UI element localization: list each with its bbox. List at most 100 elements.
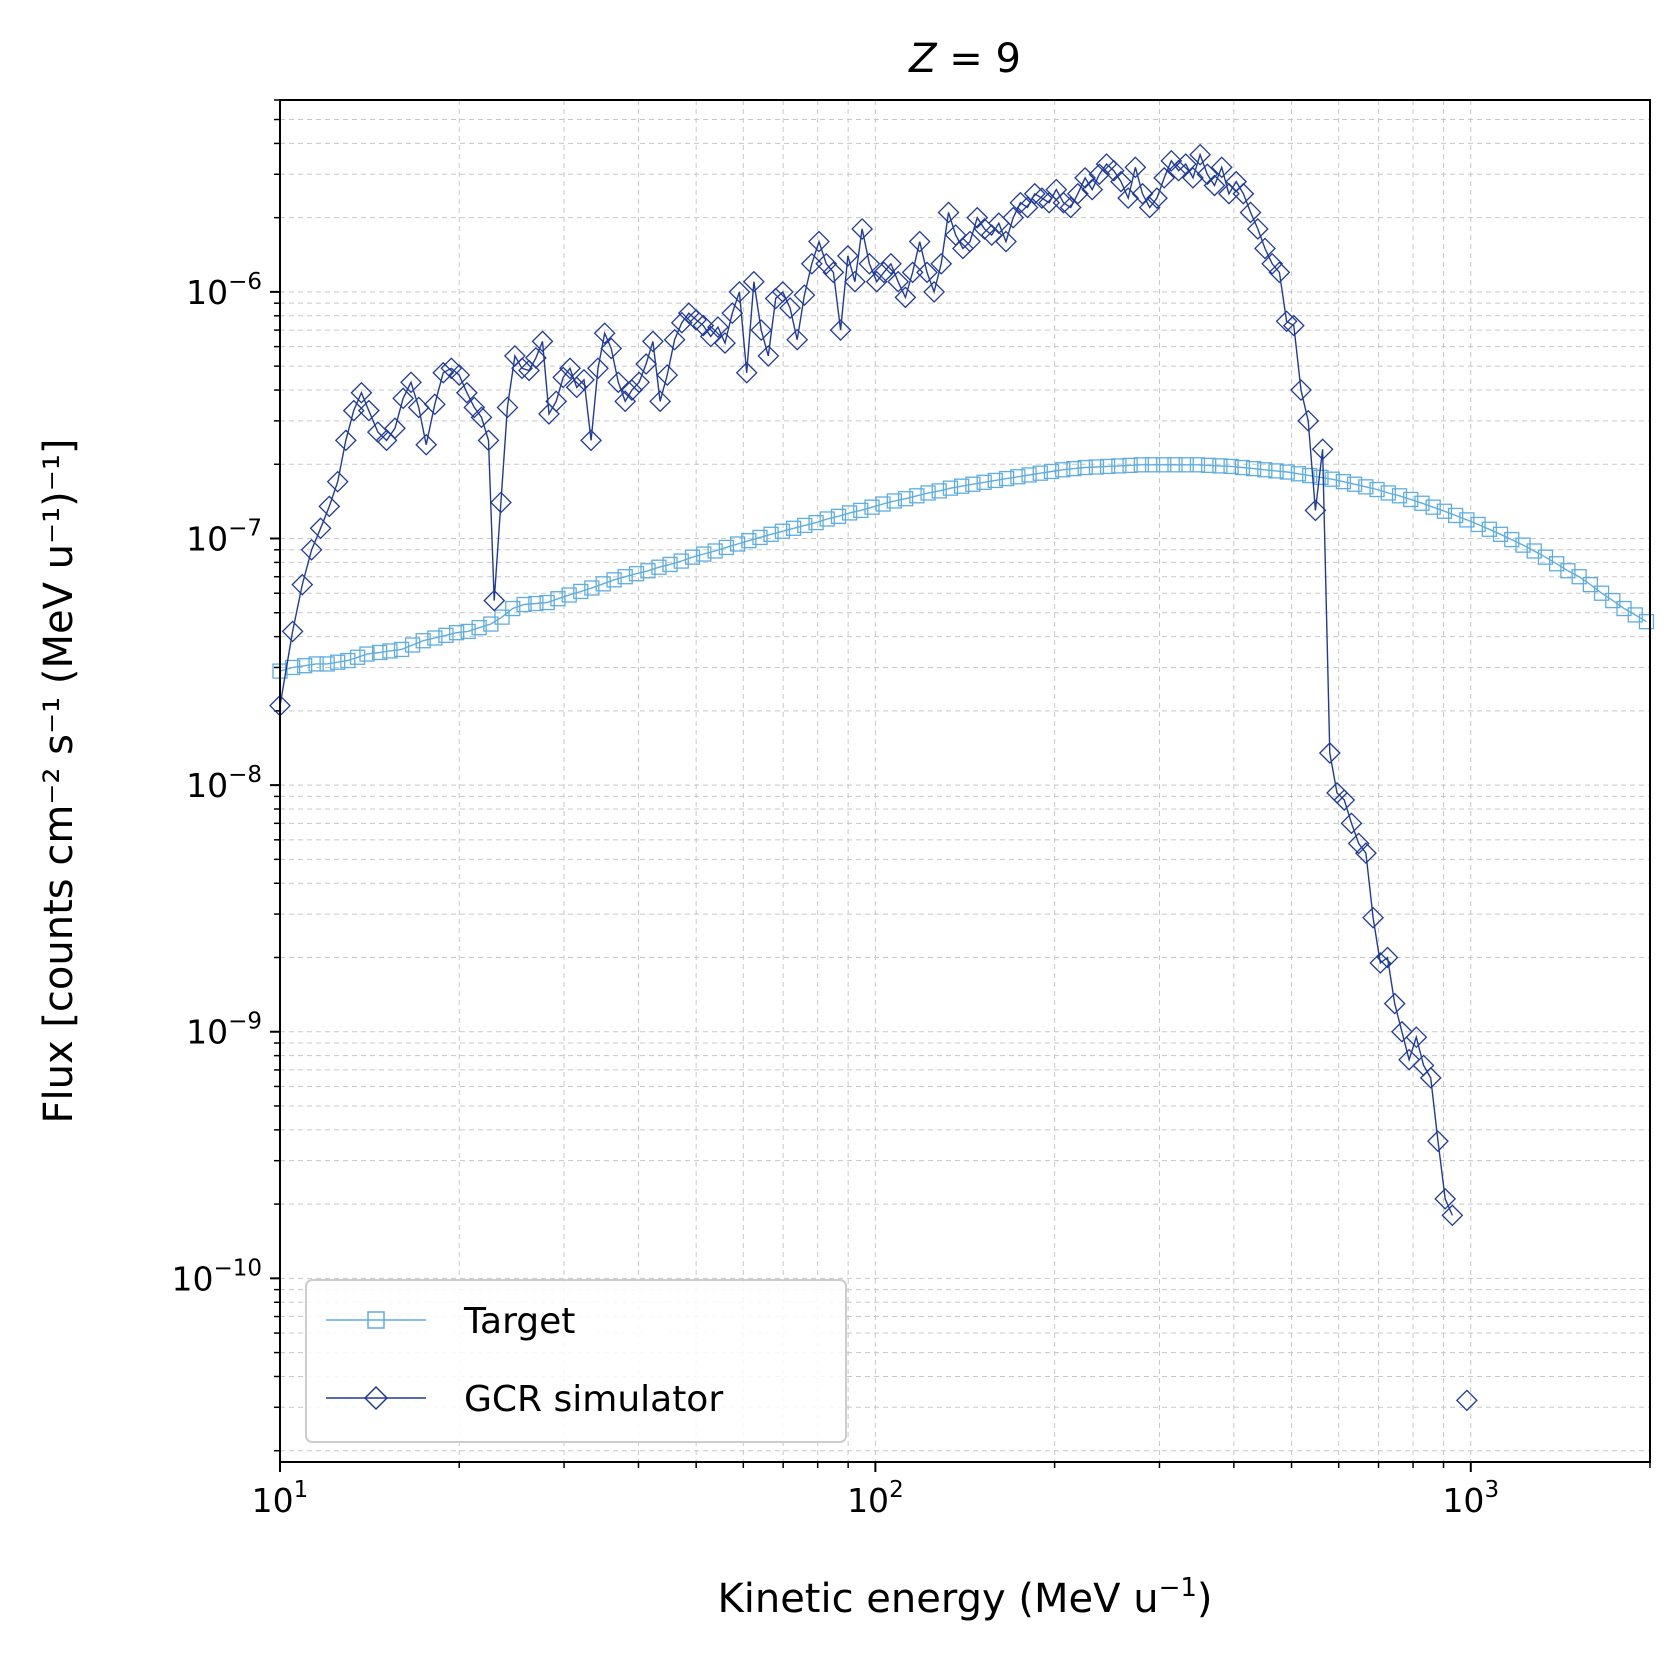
data-point-target bbox=[640, 563, 656, 579]
data-point-target bbox=[696, 546, 712, 562]
data-point-target bbox=[1021, 467, 1037, 483]
data-point-target bbox=[427, 630, 443, 646]
data-point-gcr-simulator bbox=[959, 230, 981, 253]
data-point-target bbox=[1212, 458, 1228, 474]
data-point-gcr-simulator bbox=[1297, 409, 1320, 432]
data-point-gcr-simulator bbox=[952, 237, 974, 260]
data-point-gcr-simulator bbox=[800, 252, 823, 275]
grid bbox=[279, 99, 1651, 1462]
data-point-gcr-simulator bbox=[858, 252, 881, 275]
data-point-target bbox=[1268, 463, 1284, 479]
data-point-target bbox=[584, 580, 600, 596]
data-point-target bbox=[1459, 512, 1475, 528]
x-axis-ticks: 101 102 103 bbox=[252, 1462, 1499, 1520]
data-point-gcr-simulator bbox=[1441, 1204, 1464, 1227]
data-point-gcr-simulator bbox=[1182, 166, 1204, 189]
data-point-target bbox=[886, 493, 902, 509]
data-point-gcr-simulator bbox=[764, 287, 787, 310]
data-point-gcr-simulator bbox=[1030, 187, 1053, 210]
data-point-gcr-simulator bbox=[1419, 1066, 1442, 1089]
data-point-gcr-simulator bbox=[980, 224, 1003, 246]
data-point-gcr-simulator bbox=[559, 357, 581, 380]
data-point-target bbox=[1290, 466, 1307, 482]
y-axis-ticks: 10−10 10−9 10−8 10−7 10−6 bbox=[171, 269, 280, 1298]
data-point-target bbox=[1369, 481, 1385, 498]
data-point-target bbox=[819, 511, 835, 527]
data-point-target bbox=[448, 625, 465, 641]
data-point-gcr-simulator bbox=[1354, 842, 1377, 865]
data-point-gcr-simulator bbox=[1282, 314, 1305, 337]
data-point-target bbox=[864, 499, 880, 515]
data-point-gcr-simulator bbox=[448, 364, 471, 386]
data-point-target bbox=[330, 654, 346, 670]
legend-label-gcr-simulator: GCR simulator bbox=[464, 1379, 723, 1420]
data-point-gcr-simulator bbox=[291, 573, 314, 596]
data-point-gcr-simulator bbox=[771, 280, 794, 303]
data-point-target bbox=[662, 556, 678, 573]
data-point-gcr-simulator bbox=[511, 357, 533, 380]
data-point-target bbox=[606, 572, 622, 588]
data-point-target bbox=[1436, 503, 1453, 519]
y-axis-title: Flux [counts cm⁻² s⁻¹ (MeV u⁻¹)⁻¹] bbox=[36, 438, 82, 1123]
data-point-target bbox=[371, 644, 388, 661]
data-point-gcr-simulator bbox=[607, 371, 630, 394]
data-point-gcr-simulator bbox=[600, 337, 623, 360]
data-point-target bbox=[1122, 457, 1138, 474]
data-point-gcr-simulator bbox=[342, 399, 365, 422]
data-point-gcr-simulator bbox=[728, 280, 751, 303]
data-point-gcr-simulator bbox=[1074, 166, 1096, 189]
y-tick-label: 10−8 bbox=[186, 762, 262, 805]
data-point-target bbox=[349, 649, 366, 665]
y-tick-label: 10−7 bbox=[186, 516, 262, 559]
data-point-gcr-simulator bbox=[1009, 191, 1032, 214]
data-point-target bbox=[319, 656, 335, 672]
data-point-gcr-simulator bbox=[1290, 379, 1312, 401]
data-point-gcr-simulator bbox=[1239, 201, 1262, 224]
data-point-gcr-simulator bbox=[281, 620, 304, 643]
data-point-target bbox=[942, 480, 959, 496]
data-point-gcr-simulator bbox=[1124, 156, 1147, 179]
data-point-gcr-simulator bbox=[1102, 159, 1125, 182]
data-point-target bbox=[1032, 465, 1048, 481]
data-point-target bbox=[998, 470, 1015, 487]
data-point-target bbox=[1403, 491, 1419, 508]
data-point-target bbox=[1178, 457, 1194, 473]
data-point-target bbox=[460, 623, 476, 640]
data-point-gcr-simulator bbox=[1275, 310, 1298, 333]
data-point-gcr-simulator bbox=[1347, 832, 1370, 855]
data-point-target bbox=[382, 643, 398, 659]
data-point-gcr-simulator bbox=[1333, 789, 1356, 811]
data-point-gcr-simulator bbox=[930, 252, 953, 275]
data-point-gcr-simulator bbox=[836, 244, 859, 267]
data-point-gcr-simulator bbox=[470, 406, 493, 429]
data-point-target bbox=[1066, 460, 1082, 477]
data-point-gcr-simulator bbox=[1254, 237, 1276, 260]
data-point-gcr-simulator bbox=[1405, 1026, 1428, 1049]
data-point-gcr-simulator bbox=[742, 270, 765, 293]
data-point-target bbox=[684, 549, 701, 565]
data-point-gcr-simulator bbox=[1376, 946, 1399, 969]
data-point-gcr-simulator bbox=[1117, 187, 1140, 210]
data-point-target bbox=[763, 526, 779, 542]
data-point-target bbox=[1055, 462, 1071, 478]
data-point-gcr-simulator bbox=[786, 328, 809, 351]
data-point-gcr-simulator bbox=[750, 319, 773, 342]
data-point-gcr-simulator bbox=[649, 390, 672, 413]
data-point-gcr-simulator bbox=[880, 252, 902, 275]
data-point-target bbox=[808, 514, 824, 531]
data-point-target bbox=[1448, 507, 1464, 524]
data-point-gcr-simulator bbox=[1002, 206, 1025, 229]
data-point-gcr-simulator bbox=[1455, 1389, 1478, 1412]
data-point-target bbox=[1358, 479, 1374, 495]
data-point-gcr-simulator bbox=[1261, 252, 1284, 275]
data-point-target bbox=[494, 609, 510, 625]
data-point-target bbox=[1391, 488, 1408, 504]
data-point-gcr-simulator bbox=[908, 230, 931, 253]
data-point-gcr-simulator bbox=[937, 201, 960, 224]
data-point-gcr-simulator bbox=[318, 495, 341, 518]
data-point-target bbox=[1571, 569, 1587, 585]
data-point-target bbox=[359, 646, 375, 662]
data-point-gcr-simulator bbox=[793, 284, 816, 307]
data-point-target bbox=[1414, 495, 1430, 511]
data-point-gcr-simulator bbox=[490, 491, 512, 514]
